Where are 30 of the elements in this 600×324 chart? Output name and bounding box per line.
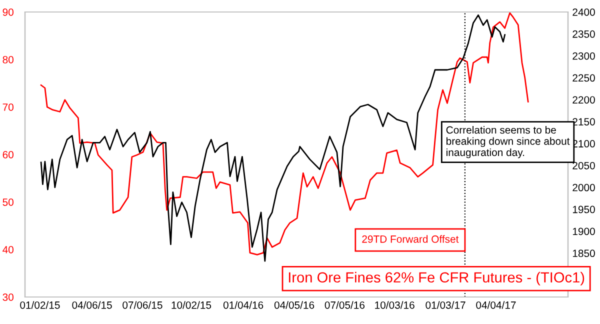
x-tick-label: 04/05/16	[274, 301, 314, 309]
y2-tick-label: 1950	[572, 206, 595, 214]
x-tick-label: 07/05/16	[324, 301, 365, 309]
y-tick-label: 50	[2, 198, 14, 206]
x-tick-label: 01/02/15	[20, 301, 60, 309]
x-tick-label: 07/06/15	[122, 301, 162, 309]
x-tick-label: 04/04/17	[476, 301, 516, 309]
y2-tick-label: 2400	[572, 8, 595, 16]
y2-tick-label: 2050	[572, 162, 595, 170]
y2-tick-label: 2350	[572, 30, 595, 38]
y-tick-label: 70	[2, 104, 14, 111]
x-tick-label: 04/06/15	[72, 301, 112, 309]
y2-tick-label: 2200	[572, 96, 595, 104]
annotation: 29TD Forward Offset	[362, 235, 459, 243]
y2-tick-label: 1900	[572, 228, 595, 236]
x-tick-label: 10/02/15	[172, 301, 212, 309]
text: Iron Ore Fines 62% Fe CFR Futures - (TIOc1)	[288, 272, 584, 286]
y2-tick-label: 2300	[572, 52, 595, 60]
y-tick-label: 60	[2, 151, 14, 158]
y-tick-label: 30	[2, 294, 14, 301]
y2-tick-label: 2000	[572, 184, 595, 192]
x-tick-label: 10/03/16	[375, 301, 414, 309]
y-tick-label: 90	[2, 8, 14, 16]
x-tick-label: 01/04/16	[223, 301, 264, 309]
y-tick-label: 80	[2, 56, 14, 64]
x-tick-label: 01/03/17	[426, 301, 466, 309]
y2-tick-label: 1850	[572, 250, 595, 258]
y2-tick-label: 2250	[572, 74, 595, 82]
annotation: Correlation seems to be breaking down since about inauguration day.	[446, 126, 570, 158]
y-tick-label: 40	[2, 246, 14, 254]
